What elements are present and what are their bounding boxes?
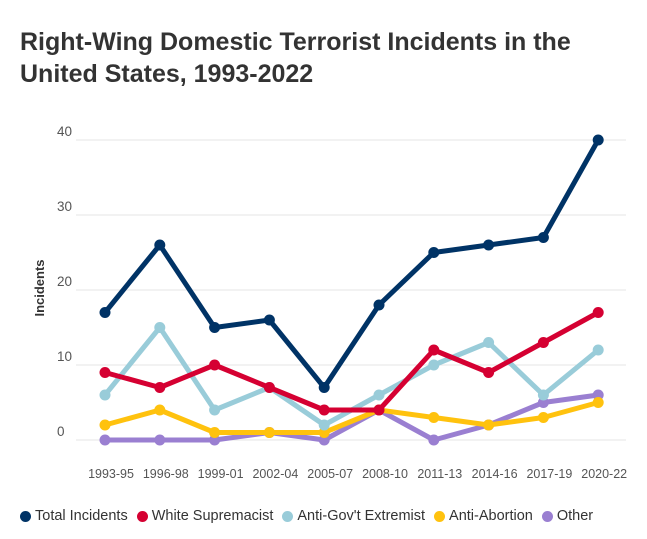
legend-dot-icon bbox=[282, 510, 294, 522]
data-point-other[interactable] bbox=[99, 434, 111, 446]
y-tick-label: 40 bbox=[57, 124, 72, 139]
data-point-anti-abortion[interactable] bbox=[592, 397, 604, 408]
data-point-white-supremacist[interactable] bbox=[373, 404, 385, 416]
series-line-anti-abortion bbox=[102, 400, 601, 435]
y-tick-label: 0 bbox=[57, 424, 65, 439]
data-point-anti-gov-t-extremist[interactable] bbox=[154, 322, 166, 333]
data-point-anti-gov-t-extremist[interactable] bbox=[537, 389, 549, 401]
legend-item-total-incidents[interactable]: Total Incidents bbox=[20, 508, 128, 524]
line-chart: 0 10 20 30 40 1993-95 1996-98 1999-01 2002-04 20… bbox=[32, 124, 627, 481]
data-point-anti-gov-t-extremist[interactable] bbox=[209, 404, 221, 416]
x-tick-label: 2002-04 bbox=[252, 467, 298, 481]
series-line-white-supremacist bbox=[102, 310, 601, 413]
legend-dot-icon bbox=[434, 510, 446, 522]
data-point-anti-gov-t-extremist[interactable] bbox=[483, 337, 495, 348]
legend-dot-icon bbox=[20, 510, 31, 522]
data-point-anti-abortion[interactable] bbox=[154, 404, 166, 416]
legend: Total Incidents White Supremacist Anti-Gov… bbox=[20, 508, 602, 524]
legend-item-anti-abortion[interactable]: Anti-Abortion bbox=[434, 508, 533, 524]
y-tick-labels: 0 10 20 30 40 bbox=[57, 124, 72, 439]
data-point-white-supremacist[interactable] bbox=[99, 367, 111, 378]
legend-label: White Supremacist bbox=[151, 508, 274, 524]
legend-label: Anti-Abortion bbox=[449, 508, 533, 524]
x-tick-label: 1996-98 bbox=[143, 467, 189, 481]
series-anti-abortion bbox=[99, 397, 604, 438]
data-point-anti-gov-t-extremist[interactable] bbox=[318, 419, 330, 431]
data-point-anti-abortion[interactable] bbox=[537, 412, 549, 423]
y-axis-label: Incidents bbox=[32, 259, 47, 316]
series-total-incidents bbox=[99, 134, 604, 393]
data-point-total-incidents[interactable] bbox=[373, 299, 385, 311]
x-tick-label: 2020-22 bbox=[581, 467, 627, 481]
data-point-other[interactable] bbox=[154, 434, 166, 446]
data-point-anti-abortion[interactable] bbox=[483, 419, 495, 431]
x-tick-label: 2008-10 bbox=[362, 467, 408, 481]
x-tick-labels: 1993-95 1996-98 1999-01 2002-04 2005-07 2008-… bbox=[88, 467, 627, 481]
series-group bbox=[99, 134, 604, 446]
data-point-total-incidents[interactable] bbox=[318, 382, 330, 393]
data-point-anti-gov-t-extremist[interactable] bbox=[373, 389, 385, 401]
x-tick-label: 2014-16 bbox=[472, 467, 518, 481]
legend-item-other[interactable]: Other bbox=[541, 508, 594, 524]
legend-label: Anti-Gov't Extremist bbox=[297, 508, 426, 524]
data-point-total-incidents[interactable] bbox=[99, 307, 111, 318]
x-tick-label: 2011-13 bbox=[417, 467, 462, 481]
series-white-supremacist bbox=[99, 307, 604, 416]
x-tick-label: 1999-01 bbox=[198, 467, 244, 481]
legend-label: Other bbox=[556, 508, 594, 524]
data-point-total-incidents[interactable] bbox=[592, 134, 604, 146]
x-tick-label: 2005-07 bbox=[307, 467, 353, 481]
data-point-anti-abortion[interactable] bbox=[99, 419, 111, 431]
data-point-white-supremacist[interactable] bbox=[428, 344, 440, 356]
data-point-white-supremacist[interactable] bbox=[154, 382, 166, 393]
data-point-total-incidents[interactable] bbox=[428, 247, 440, 258]
y-tick-label: 10 bbox=[57, 349, 72, 364]
chart-title: Right-Wing Domestic Terrorist Incidents … bbox=[20, 28, 571, 88]
data-point-total-incidents[interactable] bbox=[483, 239, 495, 251]
legend-dot-icon bbox=[136, 510, 148, 522]
data-point-white-supremacist[interactable] bbox=[263, 382, 275, 393]
data-point-anti-abortion[interactable] bbox=[263, 427, 275, 438]
data-point-white-supremacist[interactable] bbox=[209, 359, 221, 371]
legend-dot-icon bbox=[541, 510, 553, 522]
data-point-anti-gov-t-extremist[interactable] bbox=[428, 359, 440, 371]
x-tick-label: 1993-95 bbox=[88, 467, 134, 481]
data-point-total-incidents[interactable] bbox=[209, 322, 221, 333]
data-point-total-incidents[interactable] bbox=[263, 314, 275, 326]
data-point-total-incidents[interactable] bbox=[154, 239, 166, 251]
data-point-anti-abortion[interactable] bbox=[428, 412, 440, 423]
data-point-anti-abortion[interactable] bbox=[209, 427, 221, 438]
data-point-white-supremacist[interactable] bbox=[318, 404, 330, 416]
legend-item-white-supremacist[interactable]: White Supremacist bbox=[136, 508, 274, 524]
y-tick-label: 30 bbox=[57, 199, 72, 214]
data-point-white-supremacist[interactable] bbox=[537, 337, 549, 348]
data-point-anti-gov-t-extremist[interactable] bbox=[99, 389, 111, 401]
data-point-total-incidents[interactable] bbox=[537, 232, 549, 243]
x-tick-label: 2017-19 bbox=[526, 467, 572, 481]
series-line-total-incidents bbox=[102, 137, 601, 390]
data-point-other[interactable] bbox=[428, 434, 440, 446]
data-point-white-supremacist[interactable] bbox=[483, 367, 495, 378]
data-point-anti-gov-t-extremist[interactable] bbox=[592, 344, 604, 356]
series-line-other bbox=[102, 392, 601, 443]
legend-item-anti-gov-t-extremist[interactable]: Anti-Gov't Extremist bbox=[282, 508, 425, 524]
legend-label: Total Incidents bbox=[35, 508, 128, 524]
data-point-white-supremacist[interactable] bbox=[592, 307, 604, 318]
y-tick-label: 20 bbox=[57, 274, 72, 289]
